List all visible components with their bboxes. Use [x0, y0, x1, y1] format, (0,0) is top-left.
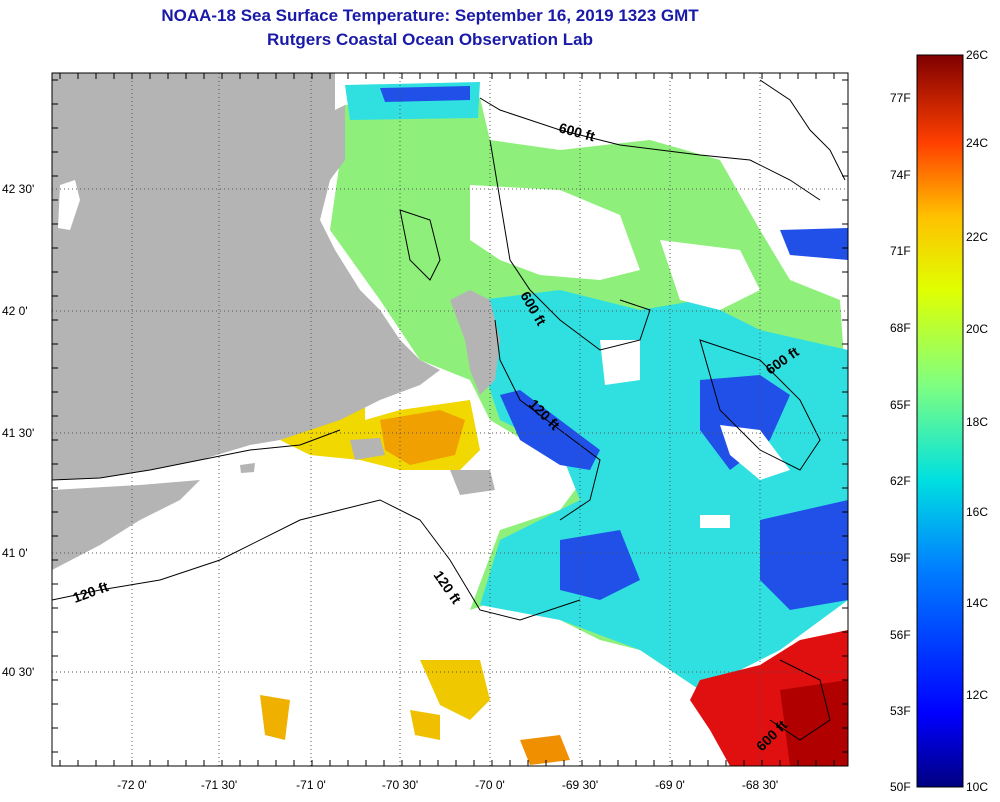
- lon-label: -72 0': [117, 778, 147, 792]
- colorbar-c-label: 24C: [966, 136, 989, 150]
- contour-600ft-ridge: [489, 139, 651, 351]
- colorbar: [916, 54, 964, 788]
- lat-label: 42 30': [2, 182, 35, 196]
- colorbar-f-label: 71F: [890, 244, 911, 258]
- contour-gulf-basin: [399, 209, 441, 281]
- lat-label: 41 30': [2, 426, 35, 440]
- map-frame: [51, 72, 849, 767]
- land-martha-vineyard: [350, 438, 385, 460]
- sst-region-blue-5: [380, 86, 470, 102]
- map-subtitle: Rutgers Coastal Ocean Observation Lab: [267, 30, 593, 49]
- sst-region-blue-4: [760, 500, 848, 610]
- colorbar-f-label: 56F: [890, 628, 911, 642]
- land-mainland: [52, 73, 440, 480]
- colorbar-f-label: 77F: [890, 91, 911, 105]
- contour-coast-line: [52, 429, 341, 481]
- cloud-gap-4: [700, 515, 730, 528]
- lon-label: -69 30': [561, 778, 599, 792]
- colorbar-c-label: 26C: [966, 48, 989, 62]
- colorbar-f-label: 59F: [890, 551, 911, 565]
- land-long-island: [52, 480, 200, 570]
- colorbar-f-label: 74F: [890, 168, 911, 182]
- contour-southeast: [769, 659, 831, 741]
- sst-region-darkred: [780, 680, 848, 766]
- land-cape-cod: [450, 290, 500, 395]
- frame-ticks: [52, 73, 848, 766]
- colorbar-f-label: 53F: [890, 704, 911, 718]
- sst-region-south-orange: [520, 735, 570, 765]
- colorbar-c-label: 18C: [966, 415, 989, 429]
- contour-shelf-edge: [52, 499, 581, 621]
- colorbar-c-label: 22C: [966, 230, 989, 244]
- lon-label: -71 0': [296, 778, 326, 792]
- colorbar-f-label: 62F: [890, 474, 911, 488]
- land-block-island: [240, 463, 255, 473]
- contour-120ft-shelf: [494, 319, 601, 521]
- sst-region-south-yellow-3: [410, 710, 440, 740]
- contour-lines: [52, 79, 846, 741]
- land-white-patch: [58, 180, 80, 230]
- lat-label: 41 0': [2, 546, 28, 560]
- lat-label: 40 30': [2, 665, 35, 679]
- contour-northeast-islands: [759, 79, 846, 181]
- lon-label: -69 0': [655, 778, 685, 792]
- colorbar-f-label: 65F: [890, 398, 911, 412]
- cloud-gap-5: [600, 340, 640, 385]
- sst-region-orange: [380, 410, 465, 465]
- colorbar-f-label: 68F: [890, 321, 911, 335]
- contour-georges: [699, 339, 821, 471]
- lon-label: -68 30': [741, 778, 779, 792]
- sst-region-blue-3: [560, 530, 640, 600]
- sst-region-blue-6: [780, 228, 848, 260]
- colorbar-c-label: 20C: [966, 322, 989, 336]
- map-title: NOAA-18 Sea Surface Temperature: Septemb…: [161, 6, 699, 25]
- sst-region-blue-1: [500, 390, 600, 470]
- cloud-gap-3: [720, 425, 790, 480]
- cloud-gap-2: [660, 240, 760, 310]
- colorbar-c-label: 12C: [966, 688, 989, 702]
- cloud-gap-1: [470, 185, 640, 280]
- lon-label: -71 30': [200, 778, 238, 792]
- sst-region-south-yellow-1: [420, 660, 490, 720]
- sst-region-south-yellow-2: [260, 695, 290, 740]
- colorbar-f-label: 50F: [890, 780, 911, 794]
- colorbar-c-label: 14C: [966, 596, 989, 610]
- contour-600ft-north: [479, 97, 821, 201]
- sst-region-blue-2: [700, 375, 790, 470]
- lat-lon-grid: [52, 73, 848, 766]
- colorbar-c-label: 16C: [966, 505, 989, 519]
- colorbar-c-label: 10C: [966, 780, 989, 794]
- lon-label: -70 30': [381, 778, 419, 792]
- lat-label: 42 0': [2, 304, 28, 318]
- land-nantucket: [450, 470, 495, 495]
- lon-label: -70 0': [475, 778, 505, 792]
